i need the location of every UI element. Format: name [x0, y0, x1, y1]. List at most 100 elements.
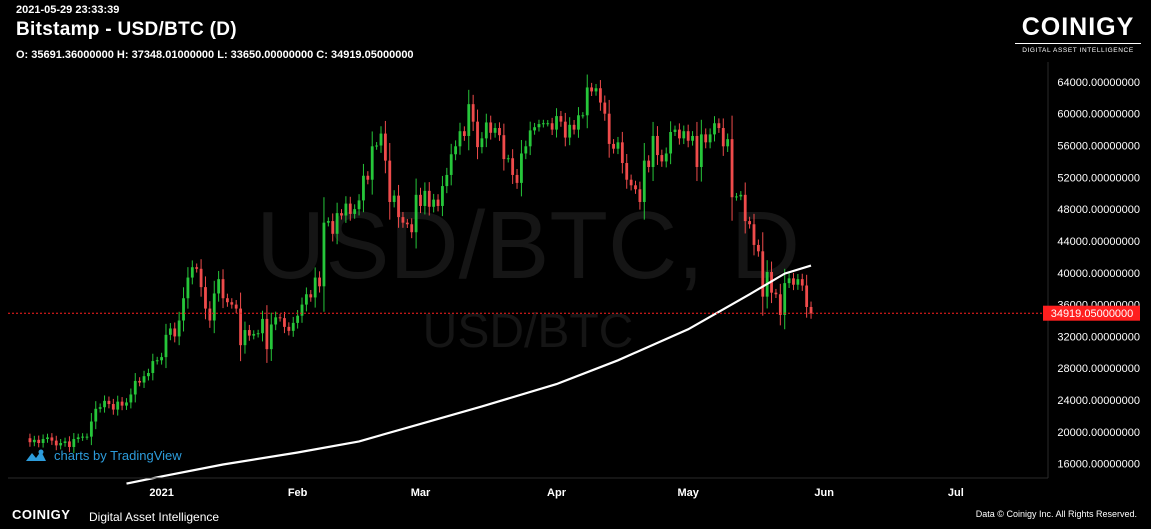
candle [129, 388, 133, 409]
x-tick-label: May [677, 487, 699, 499]
candle [699, 119, 703, 182]
candle [577, 107, 580, 138]
candle [739, 191, 743, 201]
candle [94, 401, 98, 430]
candle [642, 142, 646, 220]
candle [441, 175, 444, 217]
candle [489, 115, 493, 140]
candle [511, 149, 515, 184]
y-axis[interactable]: 16000.00000000 20000.00000000 24000.000000… [1057, 77, 1140, 471]
candle [603, 95, 607, 121]
candle [432, 193, 436, 213]
candle [357, 194, 361, 216]
candle [436, 194, 440, 212]
logo-tagline: DIGITAL ASSET INTELLIGENCE [1015, 43, 1141, 54]
candle [743, 182, 747, 234]
candle [76, 433, 80, 443]
candle [226, 293, 229, 307]
candle [392, 190, 396, 208]
candle [348, 196, 352, 221]
candle [708, 128, 712, 149]
candle [335, 202, 339, 245]
candle [151, 353, 155, 381]
candle [142, 370, 146, 388]
y-tick-label: 56000.00000000 [1057, 141, 1140, 153]
x-tick-label: 2021 [149, 487, 173, 499]
y-tick-label: 24000.00000000 [1057, 395, 1140, 407]
candle [612, 139, 615, 154]
candle [59, 438, 63, 450]
candle [208, 301, 212, 328]
candle [528, 121, 532, 156]
tradingview-credit[interactable]: charts by TradingView [24, 448, 182, 464]
last-price-label: 34919.05000000 [1051, 308, 1134, 320]
candle [673, 125, 677, 137]
candle [269, 312, 273, 361]
y-tick-label: 16000.00000000 [1057, 459, 1140, 471]
tradingview-logo-icon [26, 449, 46, 461]
candle [283, 311, 286, 334]
ohlc-readout: O: 35691.36000000 H: 37348.01000000 L: 3… [16, 49, 414, 61]
candle [221, 269, 225, 309]
candle [160, 352, 163, 365]
candle [726, 133, 730, 153]
chart-title: Bitstamp - USD/BTC (D) [16, 19, 237, 40]
candle [484, 113, 488, 148]
candle [252, 330, 256, 340]
candle [581, 112, 585, 119]
candle [182, 287, 185, 332]
tradingview-credit-text: charts by TradingView [54, 448, 182, 463]
candle [778, 283, 782, 326]
candle [502, 123, 506, 171]
candle [243, 321, 247, 354]
candle [195, 263, 199, 273]
timestamp: 2021-05-29 23:33:39 [16, 4, 120, 16]
candle [397, 184, 400, 228]
candle [155, 356, 159, 365]
candle [120, 397, 124, 411]
candle [54, 435, 58, 451]
candle [449, 143, 453, 186]
candle [656, 126, 659, 165]
candle [326, 217, 330, 227]
candle [344, 196, 348, 223]
candle [331, 213, 335, 242]
candle [752, 213, 756, 256]
candle [287, 322, 291, 336]
symbol-watermark-sub: USD/BTC [423, 305, 634, 358]
candle [537, 119, 541, 132]
candle [32, 435, 36, 447]
candle [362, 163, 365, 213]
candle [669, 121, 673, 165]
candle [572, 119, 576, 135]
candle [761, 232, 765, 316]
candle [783, 268, 787, 330]
candle [533, 122, 536, 135]
candle [462, 126, 466, 141]
candle [471, 94, 475, 131]
candle [677, 123, 681, 145]
candle [340, 209, 343, 220]
candle [695, 121, 699, 182]
candle [318, 271, 321, 293]
candle [717, 118, 721, 133]
candle [72, 433, 76, 453]
candle [85, 433, 89, 440]
candle [212, 280, 216, 334]
candle [423, 182, 427, 215]
x-axis[interactable]: 2021 Feb Mar Apr May Jun Jul [149, 487, 963, 499]
candle [590, 82, 594, 97]
candle [651, 121, 655, 182]
candle [721, 118, 725, 156]
candle [204, 276, 207, 320]
candle [607, 99, 611, 158]
candle [63, 437, 67, 447]
candle [515, 168, 519, 189]
chart-plot-area[interactable] [8, 62, 1048, 478]
candle [177, 311, 181, 346]
y-tick-label: 32000.00000000 [1057, 331, 1140, 343]
candle [28, 433, 32, 447]
candle [800, 273, 804, 291]
footer-tagline: Digital Asset Intelligence [89, 510, 220, 524]
